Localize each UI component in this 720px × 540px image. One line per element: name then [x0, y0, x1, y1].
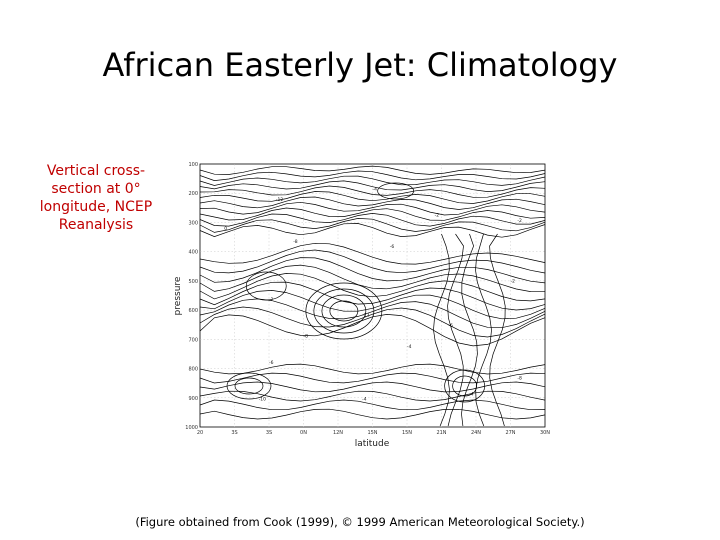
- y-tick-label: 1000: [185, 425, 198, 431]
- x-tick-label: 15N: [402, 430, 412, 436]
- contour-cell: [329, 300, 359, 322]
- contour-value-label: -8: [293, 239, 298, 245]
- figure-caption: Vertical cross-section at 0° longitude, …: [39, 163, 153, 233]
- contour-line: [199, 273, 546, 302]
- contour-cell: [245, 271, 287, 301]
- contour-line: [199, 408, 546, 420]
- contour-cell: [444, 369, 485, 403]
- contour-line: [489, 233, 506, 427]
- y-tick-group: 100 200 300 400 500 600 700 800 900 1000: [185, 162, 198, 431]
- contour-line: [199, 201, 546, 216]
- contour-line: [461, 233, 478, 427]
- contour-value-label: -4: [362, 397, 367, 403]
- x-tick-label: 27N: [505, 430, 515, 436]
- contour-cell: [377, 182, 414, 200]
- y-axis-label: pressure: [173, 276, 183, 315]
- contour-value-label: -6: [390, 244, 395, 250]
- y-tick-label: 200: [188, 191, 198, 197]
- slide-title: African Easterly Jet: Climatology: [102, 46, 618, 84]
- contour-line: [447, 233, 464, 427]
- contour-value-label: -12: [276, 197, 283, 203]
- contour-value-label: -8: [517, 376, 522, 382]
- contour-value-label: -2: [517, 218, 522, 224]
- contour-lines: [199, 165, 546, 427]
- contour-line: [199, 290, 546, 320]
- contour-line: [199, 180, 546, 192]
- contour-line: [199, 381, 546, 393]
- x-axis-label: latitude: [355, 439, 390, 449]
- x-tick-label: 3S: [231, 430, 237, 436]
- contour-cell: [321, 294, 367, 328]
- contour-line: [199, 372, 546, 384]
- contour-line: [475, 233, 492, 427]
- y-tick-label: 700: [188, 337, 198, 343]
- contour-cell: [305, 282, 383, 340]
- contour-line: [199, 207, 546, 221]
- y-tick-label: 500: [188, 279, 198, 285]
- contour-line: [199, 213, 546, 227]
- contour-value-label: -6: [448, 323, 453, 329]
- contour-value-label: -2: [269, 297, 274, 303]
- contour-line: [199, 165, 546, 175]
- contour-cell: [234, 377, 264, 395]
- x-tick-label: 3S: [266, 430, 272, 436]
- contour-line: [199, 218, 546, 233]
- x-tick-label: 24N: [471, 430, 481, 436]
- contour-value-label: -4: [469, 391, 474, 397]
- contour-line: [199, 191, 546, 204]
- y-tick-label: 800: [188, 367, 198, 373]
- contour-value-label: -8: [304, 334, 309, 340]
- contour-line: [199, 390, 546, 402]
- contour-cell: [313, 288, 375, 334]
- x-tick-label: 12N: [333, 430, 343, 436]
- x-tick-label: 15N: [367, 430, 377, 436]
- contour-figure: -12 -4 -8 -6 -2 0 -12 -8 -6 -4 -2 -6 -10 -4 -4 -2 -2 -8 1…: [160, 156, 560, 456]
- contour-value-label: -4: [373, 186, 378, 192]
- contour-plot: -12 -4 -8 -6 -2 0 -12 -8 -6 -4 -2 -6 -10 -4 -4 -2 -2 -8 1…: [173, 162, 550, 449]
- y-tick-label: 100: [188, 162, 198, 168]
- contour-value-label: -12: [362, 313, 369, 319]
- contour-line: [199, 196, 546, 210]
- x-tick-group: 20 3S 3S 0N 12N 15N 15N 21N 24N 27N 30N: [197, 430, 550, 436]
- contour-line: [199, 363, 546, 375]
- contour-value-label: -2: [511, 278, 516, 284]
- contour-line: [199, 249, 546, 274]
- contour-line: [199, 170, 546, 181]
- contour-line: [433, 233, 450, 427]
- contour-label-group: -12 -4 -8 -6 -2 0 -12 -8 -6 -4 -2 -6 -10 -4 -4 -2 -2 -8: [224, 186, 522, 402]
- contour-cell: [226, 372, 272, 400]
- y-tick-label: 400: [188, 250, 198, 256]
- contour-line: [199, 223, 546, 238]
- plot-grid: [200, 164, 545, 427]
- y-tick-label: 300: [188, 220, 198, 226]
- x-tick-label: 0N: [300, 430, 307, 436]
- contour-line: [199, 185, 546, 198]
- contour-line: [199, 257, 546, 284]
- contour-value-label: -2: [435, 213, 440, 219]
- contour-value-label: -4: [407, 344, 412, 350]
- x-tick-label: 20: [197, 430, 203, 436]
- x-tick-label: 30N: [540, 430, 550, 436]
- contour-line: [199, 314, 546, 347]
- y-tick-label: 900: [188, 396, 198, 402]
- y-tick-label: 600: [188, 308, 198, 314]
- contour-value-label: -10: [259, 397, 266, 403]
- contour-value-label: 0: [224, 226, 227, 232]
- contour-line: [199, 175, 546, 186]
- contour-line: [199, 264, 546, 293]
- contour-line: [199, 399, 546, 411]
- contour-line: [199, 242, 546, 265]
- x-tick-label: 21N: [436, 430, 446, 436]
- contour-line: [199, 306, 546, 338]
- figure-credit: (Figure obtained from Cook (1999), © 199…: [135, 515, 585, 529]
- contour-value-label: -6: [269, 360, 274, 366]
